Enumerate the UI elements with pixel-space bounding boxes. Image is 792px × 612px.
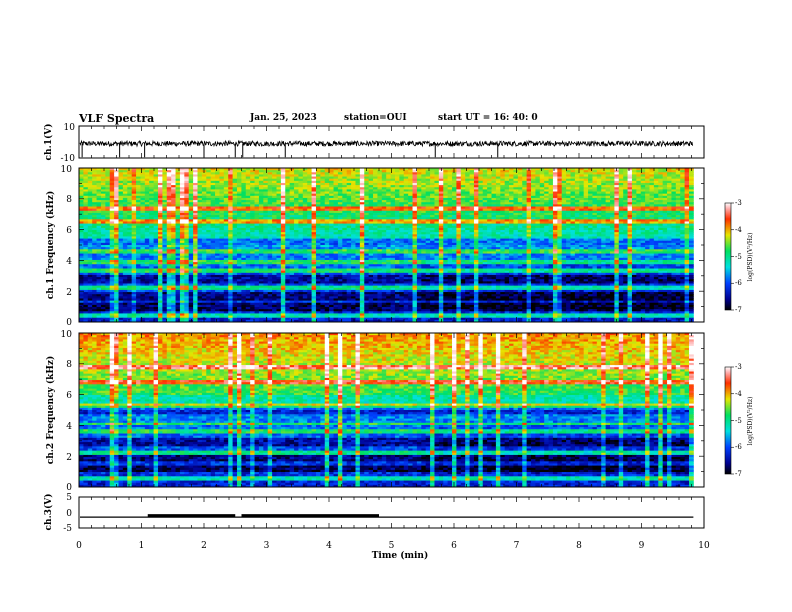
ch1-ytick-bottom: -10 — [61, 154, 76, 164]
ch1-ylabel: ch.1(V) — [43, 124, 54, 161]
vlf-figure: 10 -10 ch.1(V) 10 8 6 4 2 0 ch.1 Frequen… — [0, 0, 792, 612]
ch1-spectrogram — [79, 168, 694, 322]
ch1-spectrogram-panel: 10 8 6 4 2 0 ch.1 Frequency (kHz) -3 -4 … — [45, 165, 754, 328]
ch1-ytick-top: 10 — [64, 123, 76, 133]
ch1-waveform-panel: 10 -10 ch.1(V) — [43, 123, 704, 164]
